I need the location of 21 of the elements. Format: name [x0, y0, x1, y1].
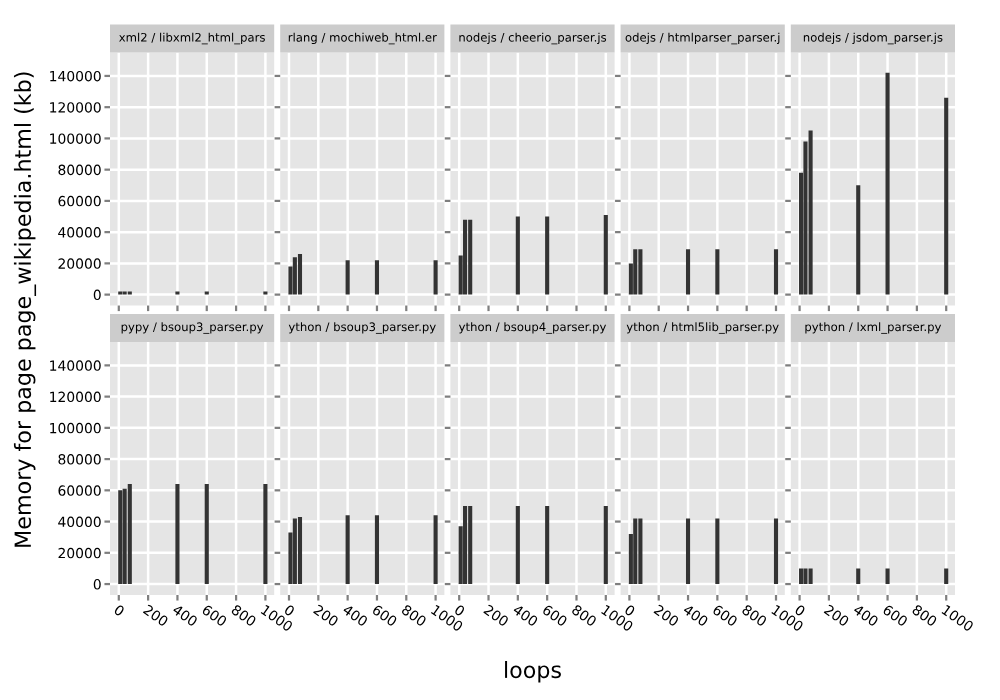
bar [944, 97, 949, 295]
bar [345, 515, 350, 585]
bar [433, 260, 438, 295]
bar [885, 72, 890, 295]
x-axis-title: loops [505, 660, 561, 683]
bar [297, 254, 303, 295]
bar [433, 515, 438, 585]
bar [808, 130, 813, 295]
bar [468, 219, 473, 295]
bar [463, 219, 468, 295]
bar [297, 516, 303, 585]
bar [515, 216, 520, 295]
bar [856, 185, 861, 295]
bar [374, 515, 380, 585]
bar [345, 260, 350, 295]
bar [545, 216, 550, 295]
bar [292, 518, 297, 585]
bar [374, 260, 380, 295]
bar [603, 214, 608, 295]
y-axis-title: Memory for page page_wikipedia.html (kb) [13, 72, 37, 547]
bar [292, 257, 297, 295]
